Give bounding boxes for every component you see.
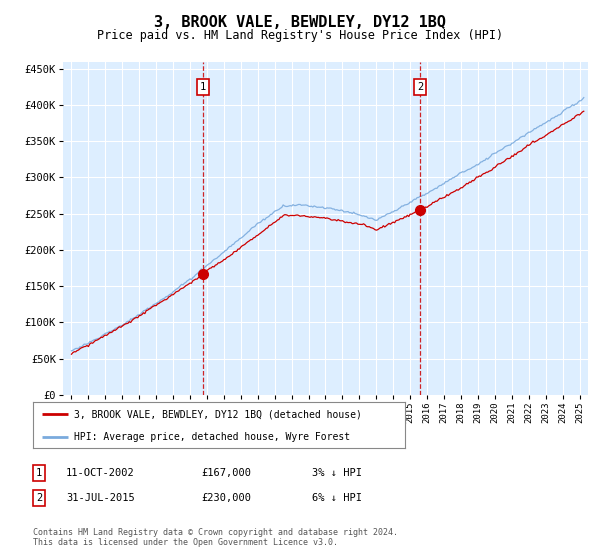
Text: HPI: Average price, detached house, Wyre Forest: HPI: Average price, detached house, Wyre… <box>74 432 350 441</box>
Text: £167,000: £167,000 <box>201 468 251 478</box>
Text: 3, BROOK VALE, BEWDLEY, DY12 1BQ (detached house): 3, BROOK VALE, BEWDLEY, DY12 1BQ (detach… <box>74 409 362 419</box>
Text: 1: 1 <box>200 82 206 92</box>
Text: 31-JUL-2015: 31-JUL-2015 <box>66 493 135 503</box>
Text: 3% ↓ HPI: 3% ↓ HPI <box>312 468 362 478</box>
Text: 6% ↓ HPI: 6% ↓ HPI <box>312 493 362 503</box>
Text: Price paid vs. HM Land Registry's House Price Index (HPI): Price paid vs. HM Land Registry's House … <box>97 29 503 42</box>
Text: Contains HM Land Registry data © Crown copyright and database right 2024.
This d: Contains HM Land Registry data © Crown c… <box>33 528 398 547</box>
Text: 1: 1 <box>36 468 42 478</box>
Text: 3, BROOK VALE, BEWDLEY, DY12 1BQ: 3, BROOK VALE, BEWDLEY, DY12 1BQ <box>154 15 446 30</box>
Text: 11-OCT-2002: 11-OCT-2002 <box>66 468 135 478</box>
Text: £230,000: £230,000 <box>201 493 251 503</box>
Text: 2: 2 <box>417 82 423 92</box>
Text: 2: 2 <box>36 493 42 503</box>
